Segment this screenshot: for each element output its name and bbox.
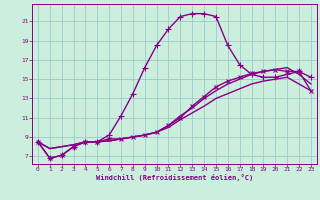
X-axis label: Windchill (Refroidissement éolien,°C): Windchill (Refroidissement éolien,°C) (96, 174, 253, 181)
